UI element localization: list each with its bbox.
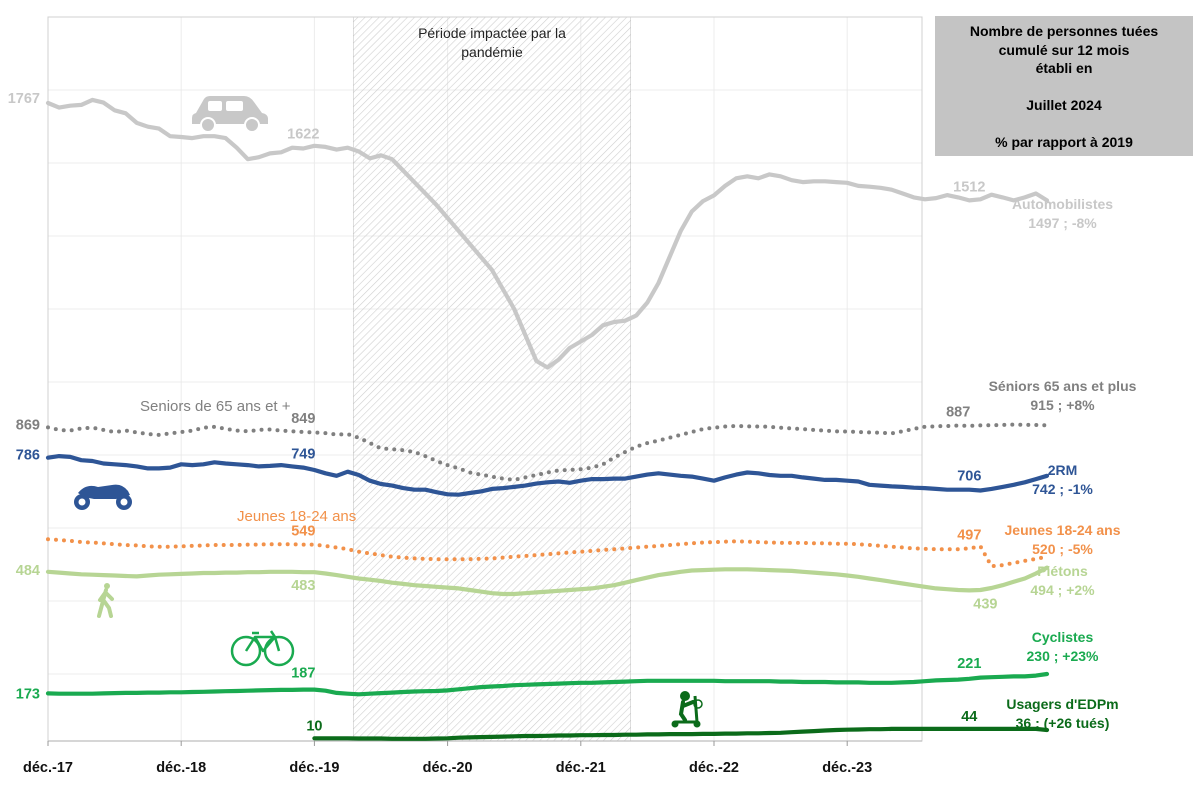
- legend-box-line1: Nombre de personnes tuées: [969, 23, 1159, 39]
- scooter-wheel: [671, 720, 679, 728]
- data-label: 1512: [953, 179, 985, 195]
- annotation-seniors: Seniors de 65 ans et +: [140, 398, 291, 415]
- series-line-s-niors-65-ans-et-plus: [46, 422, 1049, 482]
- car-window: [208, 101, 222, 111]
- side-label-name: Séniors 65 ans et plus: [988, 378, 1137, 394]
- data-label: 1767: [8, 91, 40, 107]
- series-line-usagers-d-edpm: [312, 726, 1050, 741]
- car-wheel: [244, 117, 260, 133]
- legend-box: Nombre de personnes tuées cumulé sur 12 …: [935, 16, 1193, 156]
- series-line-jeunes-18-24-ans: [46, 537, 1049, 569]
- side-label-jeunes: Jeunes 18-24 ans 520 ; -5%: [925, 521, 1200, 559]
- data-label: 849: [291, 411, 315, 427]
- moto-body: [78, 484, 130, 499]
- scooter-rider-head: [680, 691, 690, 701]
- side-label-cyclistes: Cyclistes 230 ; +23%: [925, 628, 1200, 666]
- side-label-name: Cyclistes: [1031, 629, 1094, 645]
- data-label: 497: [957, 527, 981, 543]
- ped-head: [104, 583, 110, 589]
- side-label-value: 742 ; -1%: [1032, 481, 1093, 497]
- legend-box-month: Juillet 2024: [1026, 97, 1102, 113]
- annotation-jeunes: Jeunes 18-24 ans: [237, 508, 356, 525]
- pandemic-shaded-area: [353, 16, 631, 742]
- data-label: 549: [291, 524, 315, 540]
- scooter-wheel: [693, 720, 701, 728]
- data-label: 484: [16, 563, 40, 579]
- data-label: 187: [291, 666, 315, 682]
- legend-box-line3: établi en: [1035, 60, 1093, 76]
- motorcycle-icon: [74, 484, 132, 510]
- data-label: 10: [306, 718, 322, 734]
- side-label-value: 494 ; +2%: [1030, 582, 1095, 598]
- side-label-name: 2RM: [1047, 462, 1078, 478]
- data-label: 887: [946, 405, 970, 421]
- pedestrian-icon: [97, 583, 114, 618]
- side-label-value: 36 ; (+26 tués): [1015, 715, 1110, 731]
- side-label-seniors: Séniors 65 ans et plus 915 ; +8%: [925, 377, 1200, 415]
- side-label-name: Piétons: [1037, 563, 1088, 579]
- data-label: 749: [291, 447, 315, 463]
- bike-wheel: [263, 635, 295, 667]
- data-label: 869: [16, 417, 40, 433]
- moto-hub: [78, 498, 86, 506]
- bike-wheel: [230, 635, 262, 667]
- series-line-pi-tons: [45, 565, 1050, 597]
- legend-box-line2: cumulé sur 12 mois: [998, 41, 1130, 58]
- car-wheel: [200, 117, 216, 133]
- scooter-badge: [693, 699, 703, 709]
- x-tick-label: déc.-18: [156, 760, 206, 776]
- side-label-value: 520 ; -5%: [1032, 541, 1093, 557]
- side-label-name: Jeunes 18-24 ans: [1004, 522, 1121, 538]
- x-tick-label: déc.-22: [689, 760, 739, 776]
- side-label-edpm: Usagers d'EDPm 36 ; (+26 tués): [925, 695, 1200, 733]
- side-label-value: 1497 ; -8%: [1028, 215, 1097, 231]
- pandemic-label: pandémie: [461, 44, 523, 60]
- legend-box-reference: % par rapport à 2019: [995, 134, 1133, 150]
- scooter-icon: [671, 691, 703, 728]
- data-label: 44: [961, 709, 977, 725]
- series-line-cyclistes: [45, 671, 1050, 697]
- series-line-automobilistes: [45, 97, 1050, 370]
- data-label: 173: [16, 686, 40, 702]
- x-tick-label: déc.-20: [423, 760, 473, 776]
- side-label-pietons: Piétons 494 ; +2%: [925, 562, 1200, 600]
- pandemic-label: Période impactée par la: [418, 25, 566, 41]
- data-label: 439: [973, 596, 997, 612]
- x-tick-label: déc.-19: [289, 760, 339, 776]
- side-label-name: Automobilistes: [1011, 196, 1114, 212]
- bike-frame: [244, 630, 281, 653]
- side-label-2rm: 2RM 742 ; -1%: [925, 461, 1200, 499]
- series-line-2rm: [45, 454, 1050, 497]
- side-label-automobilistes: Automobilistes 1497 ; -8%: [925, 195, 1200, 233]
- data-label: 483: [291, 578, 315, 594]
- data-label: 706: [957, 469, 981, 485]
- car-window: [226, 101, 243, 111]
- x-tick-label: déc.-21: [556, 760, 606, 776]
- data-label: 786: [16, 448, 40, 464]
- side-label-value: 915 ; +8%: [1030, 397, 1095, 413]
- side-label-value: 230 ; +23%: [1026, 648, 1099, 664]
- x-tick-label: déc.-17: [23, 760, 73, 776]
- ped-body: [97, 588, 114, 618]
- moto-hub: [120, 498, 128, 506]
- scooter-rider: [678, 700, 695, 722]
- bicycle-icon: [230, 630, 295, 667]
- data-label: 221: [957, 656, 981, 672]
- x-tick-label: déc.-23: [822, 760, 872, 776]
- data-label: 1622: [287, 126, 319, 142]
- car-icon: [192, 96, 268, 133]
- side-label-name: Usagers d'EDPm: [1006, 696, 1119, 712]
